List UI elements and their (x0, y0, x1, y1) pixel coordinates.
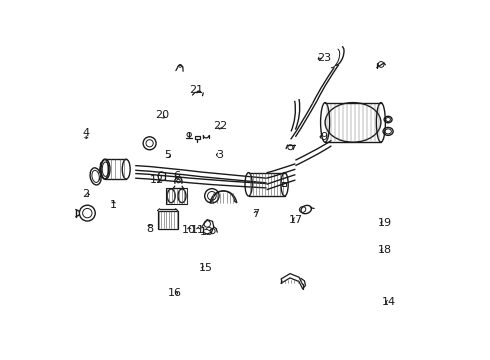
Bar (166, 188, 187, 204)
Text: 19: 19 (378, 218, 392, 228)
Text: 7: 7 (252, 209, 259, 219)
Text: 22: 22 (213, 121, 227, 131)
Text: 11: 11 (191, 225, 205, 235)
Text: 14: 14 (382, 297, 396, 307)
Text: 10: 10 (182, 225, 196, 235)
Bar (157, 211, 178, 229)
Text: 6: 6 (173, 171, 180, 181)
Text: 16: 16 (168, 288, 182, 298)
Text: 18: 18 (378, 245, 392, 255)
Text: 21: 21 (189, 85, 203, 95)
Bar (195, 136, 200, 139)
Text: 17: 17 (288, 215, 302, 225)
Text: 9: 9 (320, 132, 328, 142)
Text: 23: 23 (317, 53, 331, 63)
Text: 1: 1 (110, 200, 117, 210)
Text: 3: 3 (216, 150, 223, 160)
Text: 4: 4 (82, 128, 90, 138)
Text: 5: 5 (164, 150, 171, 160)
Text: 12: 12 (150, 175, 164, 185)
Text: 13: 13 (199, 227, 214, 237)
Text: 2: 2 (82, 189, 90, 199)
Text: 20: 20 (155, 110, 169, 120)
Bar (282, 182, 286, 186)
Text: 15: 15 (198, 263, 212, 273)
Text: 8: 8 (146, 224, 153, 234)
